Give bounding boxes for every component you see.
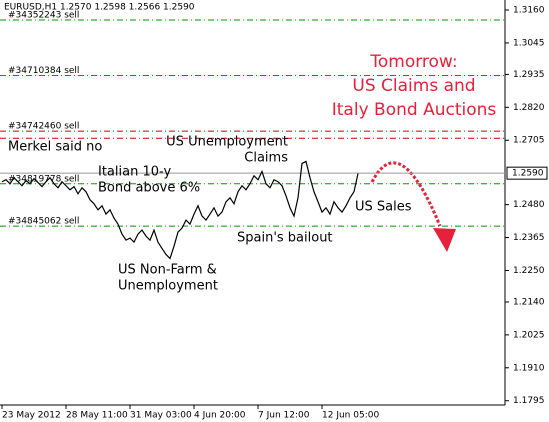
x-tick-label: 31 May 03:00	[130, 411, 192, 421]
y-tick-label: 1.1910	[513, 363, 545, 373]
last-price-box	[506, 166, 548, 180]
price-line	[1, 160, 359, 260]
y-tick-label: 1.2480	[513, 200, 545, 210]
y-tick-label: 1.2025	[513, 330, 545, 340]
y-tick-label: 1.3160	[513, 6, 545, 16]
order-label: #34742460 sell	[8, 122, 79, 132]
annotation: Italy Bond Auctions	[332, 100, 497, 120]
order-label: #34845062 sell	[8, 217, 79, 227]
x-tick-label: 4 Jun 20:00	[194, 411, 246, 421]
annotation: Claims	[244, 151, 288, 166]
x-tick-label: 28 May 11:00	[66, 411, 128, 421]
y-tick-label: 1.3045	[513, 38, 545, 48]
y-tick-label: 1.2935	[513, 70, 545, 80]
y-tick-label: 1.1795	[513, 396, 545, 406]
y-tick-label: 1.2250	[513, 266, 545, 276]
annotation: Italian 10-y	[98, 165, 171, 180]
x-tick-label: 12 Jun 05:00	[322, 411, 379, 421]
annotation: Spain's bailout	[237, 231, 333, 246]
order-label: #34352243 sell	[8, 11, 79, 21]
y-tick-label: 1.2365	[513, 233, 545, 243]
annotation: Merkel said no	[8, 140, 102, 155]
chart-header: EURUSD,H1 1.2570 1.2598 1.2566 1.2590	[4, 3, 195, 13]
annotation: Bond above 6%	[98, 181, 200, 196]
x-tick-label: 23 May 2012	[2, 411, 61, 421]
annotation: US Claims and	[352, 76, 475, 96]
annotation: Tomorrow:	[369, 52, 457, 72]
x-tick-label: 7 Jun 12:00	[258, 411, 310, 421]
order-label: #34819778 sell	[8, 174, 79, 184]
annotation: US Unemployment	[166, 135, 288, 150]
last-price-label: 1.2590	[512, 169, 544, 179]
order-label: #34710384 sell	[8, 66, 79, 76]
annotation: US Non-Farm &	[118, 263, 217, 278]
y-tick-label: 1.2140	[513, 297, 545, 307]
y-tick-label: 1.2820	[513, 103, 545, 113]
forecast-arrow	[370, 161, 442, 227]
arrow-head	[433, 228, 456, 252]
annotation: US Sales	[355, 200, 412, 215]
y-tick-label: 1.2705	[513, 136, 545, 146]
annotation: Unemployment	[118, 279, 218, 294]
